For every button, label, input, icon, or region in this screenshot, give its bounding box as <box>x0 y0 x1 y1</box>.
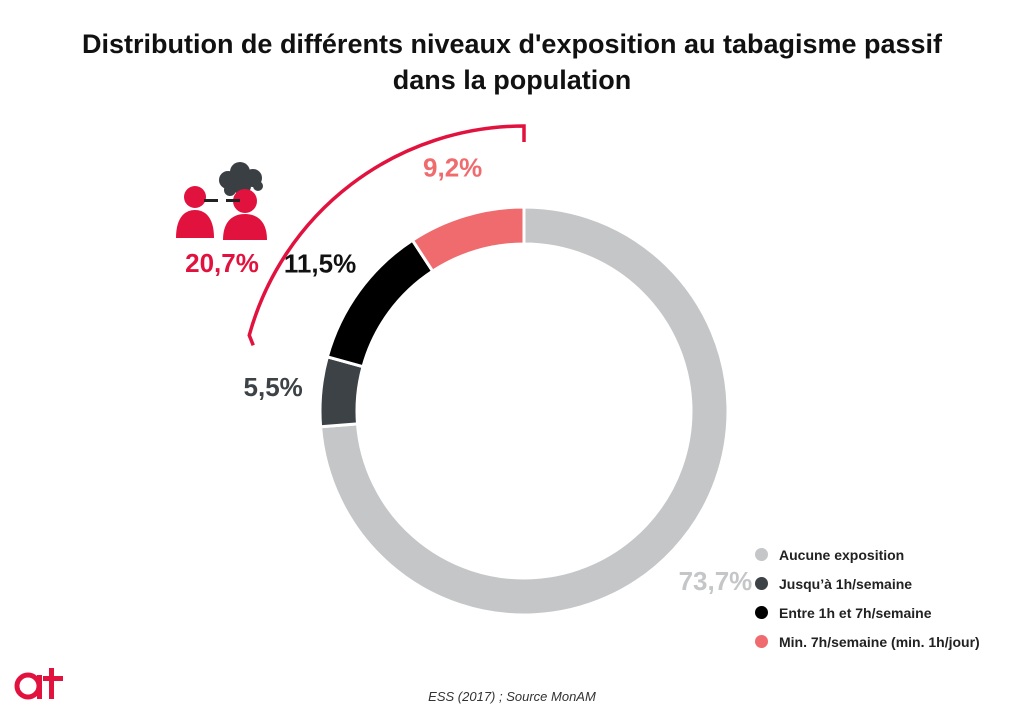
legend-label: Min. 7h/semaine (min. 1h/jour) <box>779 633 980 650</box>
smoke-cloud-icon <box>219 162 263 196</box>
smoking-people-icon <box>176 162 267 240</box>
legend-item: Aucune exposition <box>755 540 980 569</box>
total-exposed-label: 20,7% <box>185 248 259 278</box>
legend-swatch <box>755 606 768 619</box>
legend-item: Min. 7h/semaine (min. 1h/jour) <box>755 627 980 656</box>
chart-title-line2: dans la population <box>392 65 632 95</box>
donut-slice <box>410 205 526 274</box>
legend-item: Jusqu’à 1h/semaine <box>755 569 980 598</box>
legend: Aucune exposition Jusqu’à 1h/semaine Ent… <box>755 540 980 656</box>
legend-swatch <box>755 577 768 590</box>
brand-logo <box>14 668 63 700</box>
legend-label: Aucune exposition <box>779 546 905 563</box>
slice-data-label: 5,5% <box>244 372 303 402</box>
source-note: ESS (2017) ; Source MonAM <box>428 689 596 704</box>
donut-ring <box>318 205 730 617</box>
slice-data-label: 9,2% <box>423 152 482 182</box>
slice-labels: 73,7% 5,5% 11,5% 9,2% <box>244 152 753 595</box>
slice-data-label: 11,5% <box>284 249 356 279</box>
donut-slice <box>318 354 365 429</box>
chart-title: Distribution de différents niveaux d'exp… <box>0 26 1024 98</box>
exposed-bracket-arc <box>247 124 526 346</box>
donut-slice <box>318 205 730 617</box>
legend-swatch <box>755 548 768 561</box>
slice-data-label: 73,7% <box>679 566 753 596</box>
legend-label: Jusqu’à 1h/semaine <box>779 575 913 592</box>
chart-title-line1: Distribution de différents niveaux d'exp… <box>81 29 943 59</box>
legend-label: Entre 1h et 7h/semaine <box>779 604 932 621</box>
legend-swatch <box>755 635 768 648</box>
legend-item: Entre 1h et 7h/semaine <box>755 598 980 627</box>
